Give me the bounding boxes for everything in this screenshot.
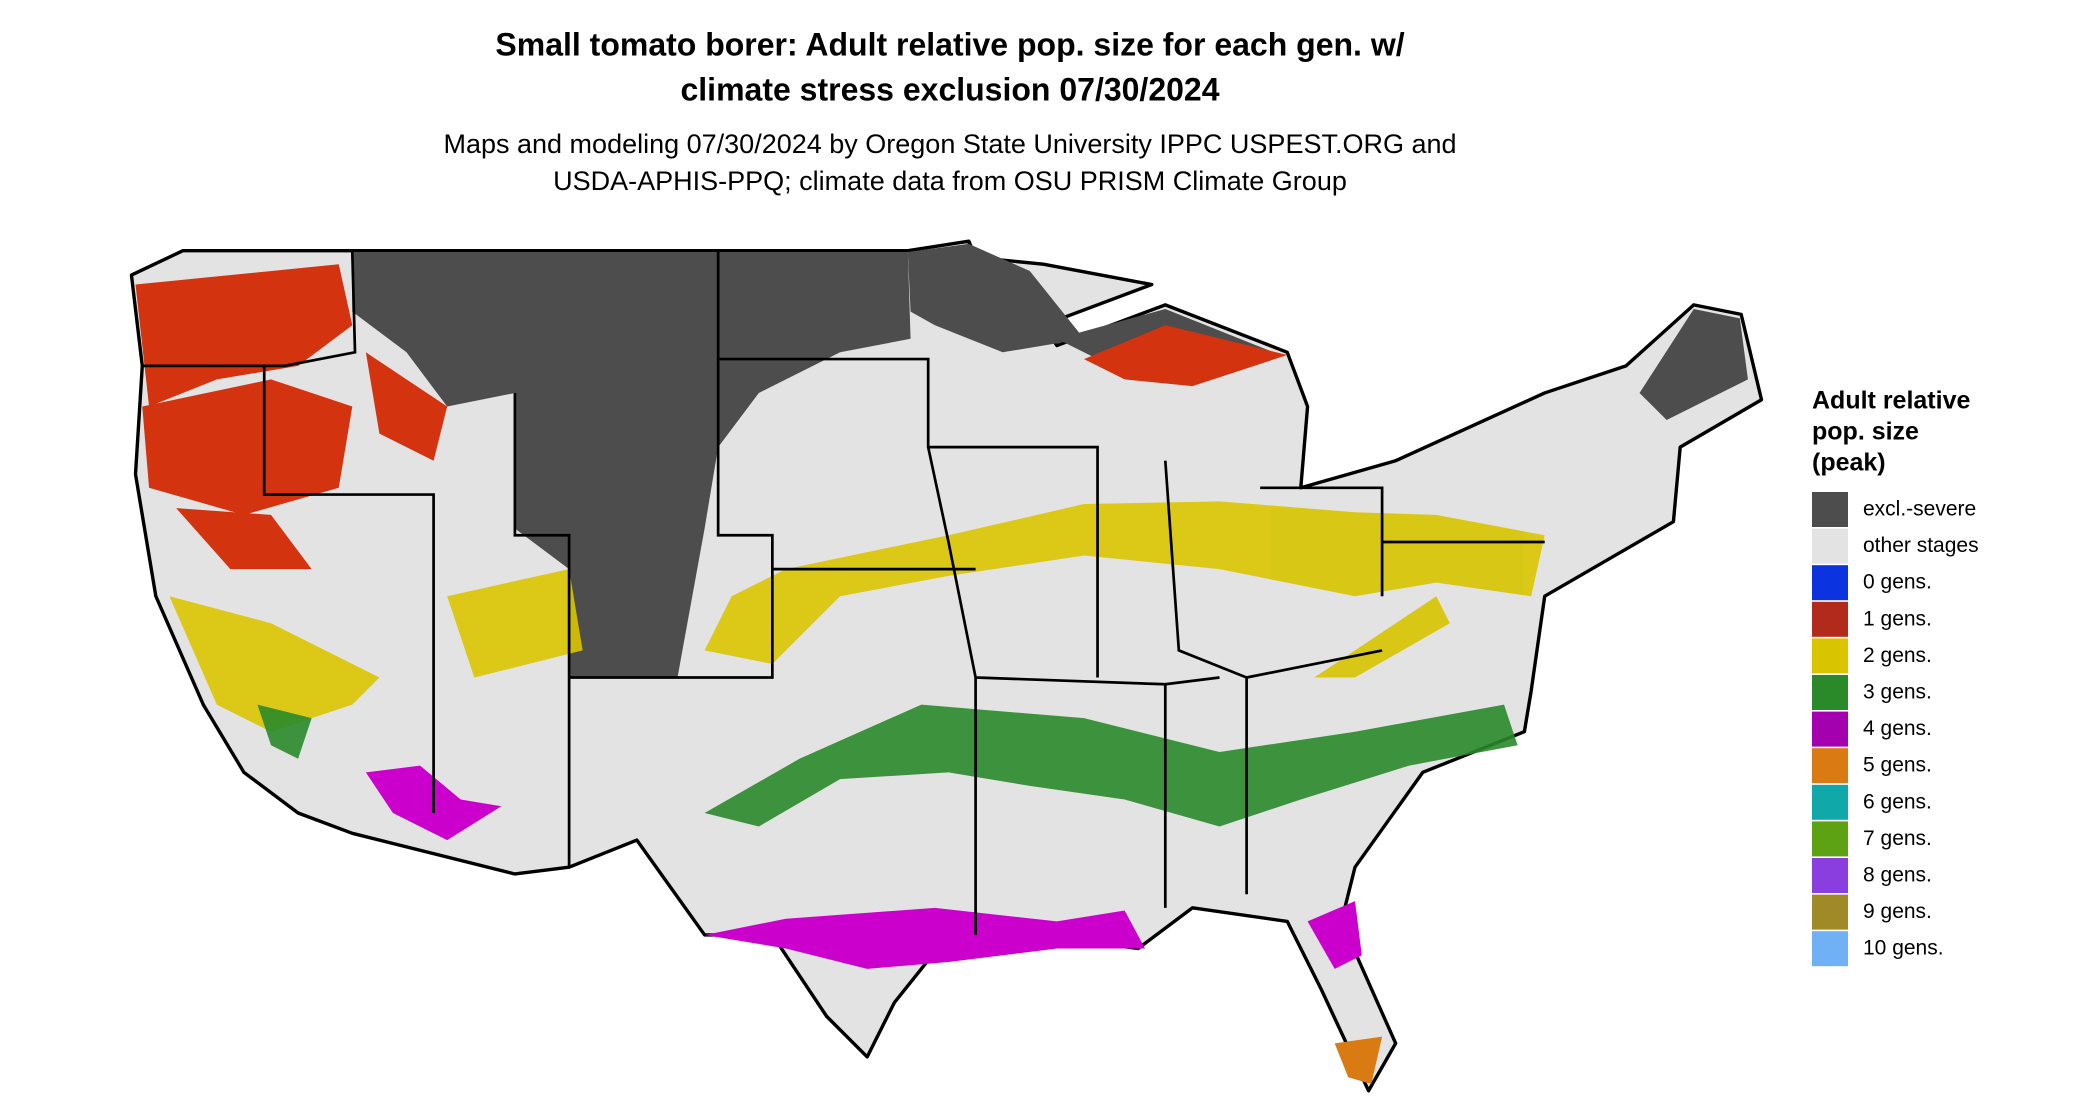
area [257,704,312,759]
legend-label: 7 gens. [1863,827,1932,850]
legend-label: 6 gens. [1863,790,1932,813]
legend-swatch [1812,894,1848,930]
legend-title: Adult relative [1812,387,1970,415]
legend-swatch [1812,638,1848,674]
legend-label: 10 gens. [1863,937,1944,960]
area [1334,1036,1383,1084]
area [704,704,1518,827]
legend-label: 1 gens. [1863,607,1932,630]
legend: Adult relative pop. size (peak) excl.-sever… [1812,387,1979,967]
area [169,596,380,732]
legend-title: (peak) [1812,449,1886,477]
titles: Small tomato borer: Adult relative pop. … [443,26,1456,196]
legend-label: 9 gens. [1863,900,1932,923]
excluded-area [907,243,1084,353]
one-gen-areas [135,264,1288,570]
legend-swatch [1812,748,1848,784]
area [447,569,583,678]
legend-label: excl.-severe [1863,498,1976,521]
area [176,508,312,570]
legend-swatch [1812,492,1848,527]
area [135,264,353,407]
legend-title: pop. size [1812,418,1919,446]
state-borders [142,251,1545,935]
legend-swatch [1812,601,1848,637]
area [1307,901,1362,969]
legend-swatch [1812,528,1848,564]
legend-swatch [1812,821,1848,857]
legend-swatch [1812,858,1848,893]
excluded-area [1639,308,1748,421]
legend-label: 5 gens. [1863,754,1932,777]
area [1084,325,1288,387]
subtitle: USDA-APHIS-PPQ; climate data from OSU PR… [553,166,1347,196]
title: climate stress exclusion 07/30/2024 [680,71,1219,107]
three-gen-areas [257,704,1518,827]
map [129,239,1764,1093]
area [365,352,448,461]
legend-label: other stages [1863,534,1979,557]
legend-swatch [1812,675,1848,710]
legend-label: 4 gens. [1863,717,1932,740]
legend-swatch [1812,784,1848,820]
legend-swatch [1812,711,1848,747]
legend-label: 8 gens. [1863,864,1932,887]
legend-label: 0 gens. [1863,571,1932,594]
area [142,379,353,515]
border [142,251,1545,935]
legend-swatch [1812,565,1848,601]
area [704,501,1545,664]
title: Small tomato borer: Adult relative pop. … [495,26,1404,62]
legend-label: 3 gens. [1863,681,1932,704]
legend-label: 2 gens. [1863,644,1932,667]
legend-swatch [1812,931,1848,967]
area [704,907,1145,969]
subtitle: Maps and modeling 07/30/2024 by Oregon S… [443,129,1456,159]
